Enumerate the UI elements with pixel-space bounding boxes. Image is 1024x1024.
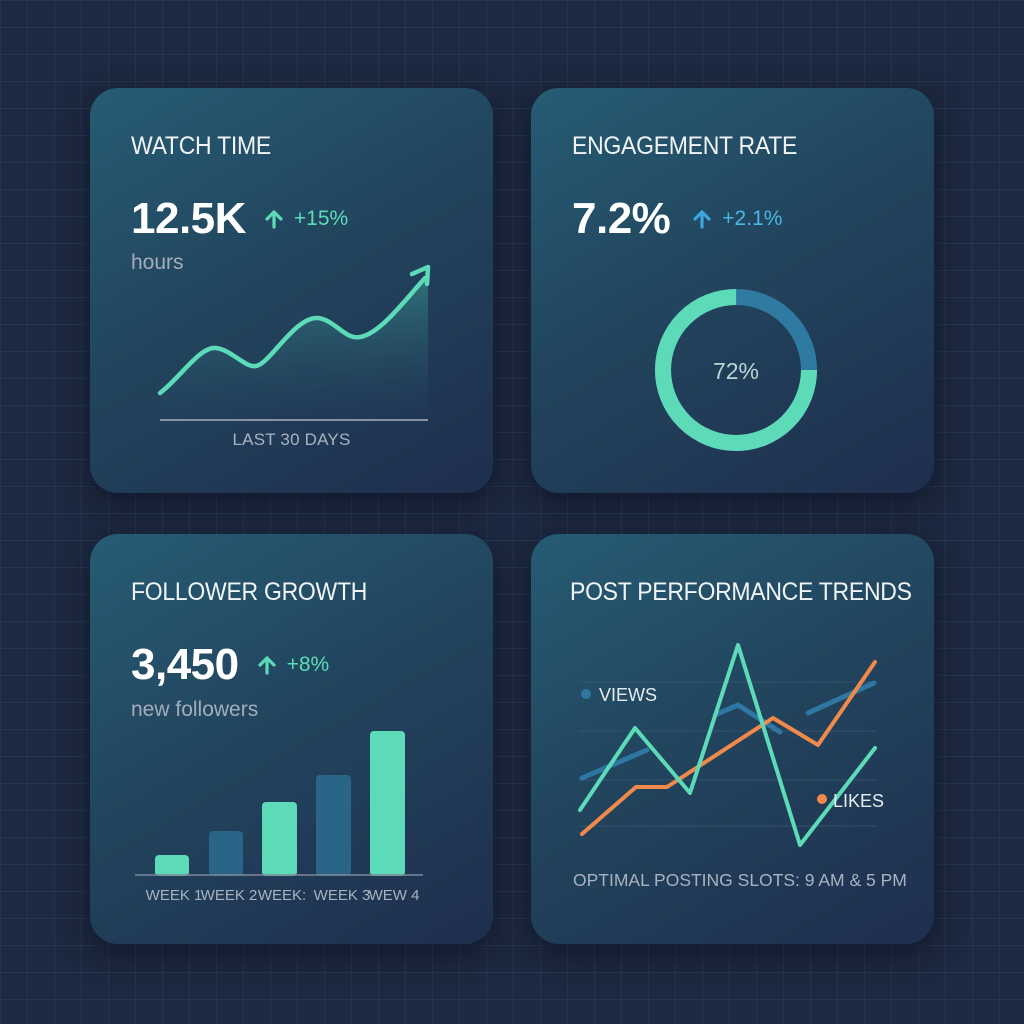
donut-center-label: 72%	[713, 358, 759, 384]
follower-growth-card: FOLLOWER GROWTH 3,450 +8% new followers …	[90, 534, 493, 944]
watch-time-area-chart	[157, 264, 431, 421]
bar-label: WEEK 3	[314, 887, 371, 904]
likes-legend-label: LIKES	[833, 791, 884, 811]
likes-line	[580, 660, 877, 836]
follower-metric: 3,450 +8%	[131, 640, 329, 690]
bar-label: WEEK 2	[201, 887, 258, 904]
watch-time-line	[157, 275, 428, 396]
views-line	[579, 747, 650, 781]
follower-bar-chart: WEEK 1 WEEK 2 WEEK: WEEK 3 WEW 4	[135, 731, 423, 904]
trend-arrowhead-icon	[409, 264, 431, 287]
posting-slots-caption: OPTIMAL POSTING SLOTS: 9 AM & 5 PM	[573, 870, 907, 890]
post-performance-line-chart: VIEWS LIKES	[578, 643, 884, 847]
watch-time-unit: hours	[131, 251, 184, 274]
bar-label: WEW 4	[369, 887, 420, 904]
arrow-up-icon	[265, 210, 283, 229]
watch-time-title: WATCH TIME	[131, 132, 271, 160]
post-performance-card: POST PERFORMANCE TRENDS VIEWS LIKES OPTI…	[531, 534, 934, 944]
watch-time-delta: +15%	[264, 207, 348, 231]
bar-label: WEEK:	[258, 887, 306, 904]
engagement-value: 7.2%	[572, 194, 671, 243]
bar-week-1	[155, 855, 189, 876]
watch-time-metric: 12.5K +15%	[131, 194, 348, 244]
bar-label: WEEK 1	[146, 887, 203, 904]
follower-growth-title: FOLLOWER GROWTH	[131, 578, 368, 606]
engagement-donut-chart: 72%	[655, 289, 817, 451]
watch-time-value: 12.5K	[131, 194, 246, 243]
watch-time-caption: LAST 30 DAYS	[232, 430, 351, 449]
watch-time-card: WATCH TIME 12.5K +15% hours LAST 30 DAYS	[90, 88, 493, 493]
arrow-up-icon	[693, 210, 711, 229]
donut-value-segment	[655, 289, 817, 451]
bar-week-5	[370, 731, 405, 876]
engagement-line	[578, 643, 877, 847]
engagement-title: ENGAGEMENT RATE	[572, 132, 798, 160]
likes-legend-dot-icon	[817, 794, 827, 804]
follower-unit: new followers	[131, 698, 259, 721]
follower-value: 3,450	[131, 640, 239, 689]
engagement-delta-text: +2.1%	[722, 207, 783, 230]
engagement-rate-card: ENGAGEMENT RATE 7.2% +2.1% 72%	[531, 88, 934, 493]
views-legend-dot-icon	[581, 689, 591, 699]
follower-delta-text: +8%	[286, 653, 330, 676]
views-legend-label: VIEWS	[599, 685, 657, 705]
engagement-delta: +2.1%	[692, 207, 782, 231]
arrow-up-icon	[258, 656, 276, 675]
watch-time-area	[160, 276, 428, 420]
watch-time-delta-text: +15%	[293, 207, 349, 230]
bar-week-4	[316, 775, 351, 876]
follower-delta: +8%	[257, 653, 330, 677]
bar-week-3	[262, 802, 297, 876]
bar-week-2	[209, 831, 243, 876]
engagement-metric: 7.2% +2.1%	[572, 194, 782, 244]
post-performance-title: POST PERFORMANCE TRENDS	[570, 578, 912, 606]
views-line	[805, 680, 877, 716]
